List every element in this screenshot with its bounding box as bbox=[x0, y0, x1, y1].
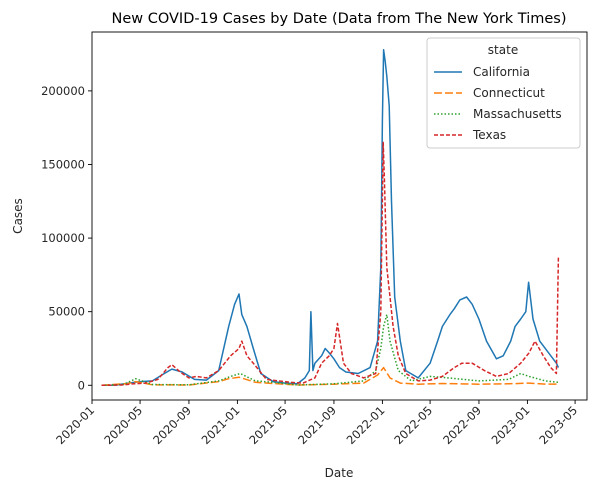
y-axis: 0 50000 100000 150000 200000 bbox=[41, 84, 92, 392]
x-tick-label: 2021-01 bbox=[199, 403, 243, 447]
x-axis-title: Date bbox=[325, 466, 354, 480]
x-axis: 2020-01 2020-05 2020-09 2021-01 2021-05 2021-… bbox=[53, 400, 580, 447]
legend-label-texas: Texas bbox=[472, 128, 506, 142]
x-tick-label: 2022-05 bbox=[391, 403, 435, 447]
y-axis-title: Cases bbox=[11, 198, 25, 234]
legend: state California Connecticut Massachusetts… bbox=[426, 37, 581, 149]
legend-title: state bbox=[488, 43, 518, 57]
series-line-massachusetts bbox=[101, 313, 559, 387]
x-tick-label: 2022-01 bbox=[344, 403, 388, 447]
legend-label-massachusetts: Massachusetts bbox=[473, 107, 562, 121]
series-layer bbox=[101, 48, 560, 387]
legend-box bbox=[426, 37, 581, 149]
x-tick-label: 2023-05 bbox=[536, 403, 580, 447]
legend-label-connecticut: Connecticut bbox=[473, 86, 545, 100]
y-tick-label: 200000 bbox=[41, 84, 85, 98]
plot-frame bbox=[91, 31, 588, 401]
y-tick-label: 50000 bbox=[48, 305, 85, 319]
x-tick-label: 2021-05 bbox=[246, 403, 290, 447]
series-line-connecticut bbox=[101, 366, 559, 387]
x-tick-label: 2020-05 bbox=[101, 403, 145, 447]
x-tick-label: 2021-09 bbox=[295, 403, 339, 447]
series-line-california bbox=[101, 48, 560, 387]
chart-title: New COVID-19 Cases by Date (Data from Th… bbox=[111, 11, 566, 27]
x-tick-label: 2020-09 bbox=[150, 403, 194, 447]
y-tick-label: 0 bbox=[78, 378, 85, 392]
x-tick-label: 2023-01 bbox=[489, 403, 533, 447]
legend-label-california: California bbox=[473, 65, 530, 79]
y-tick-label: 100000 bbox=[41, 231, 85, 245]
x-tick-label: 2022-09 bbox=[440, 403, 484, 447]
y-tick-label: 150000 bbox=[41, 157, 85, 171]
x-tick-label: 2020-01 bbox=[53, 403, 97, 447]
legend-items: California Connecticut Massachusetts Texas bbox=[434, 65, 562, 142]
series-line-texas bbox=[101, 141, 560, 387]
